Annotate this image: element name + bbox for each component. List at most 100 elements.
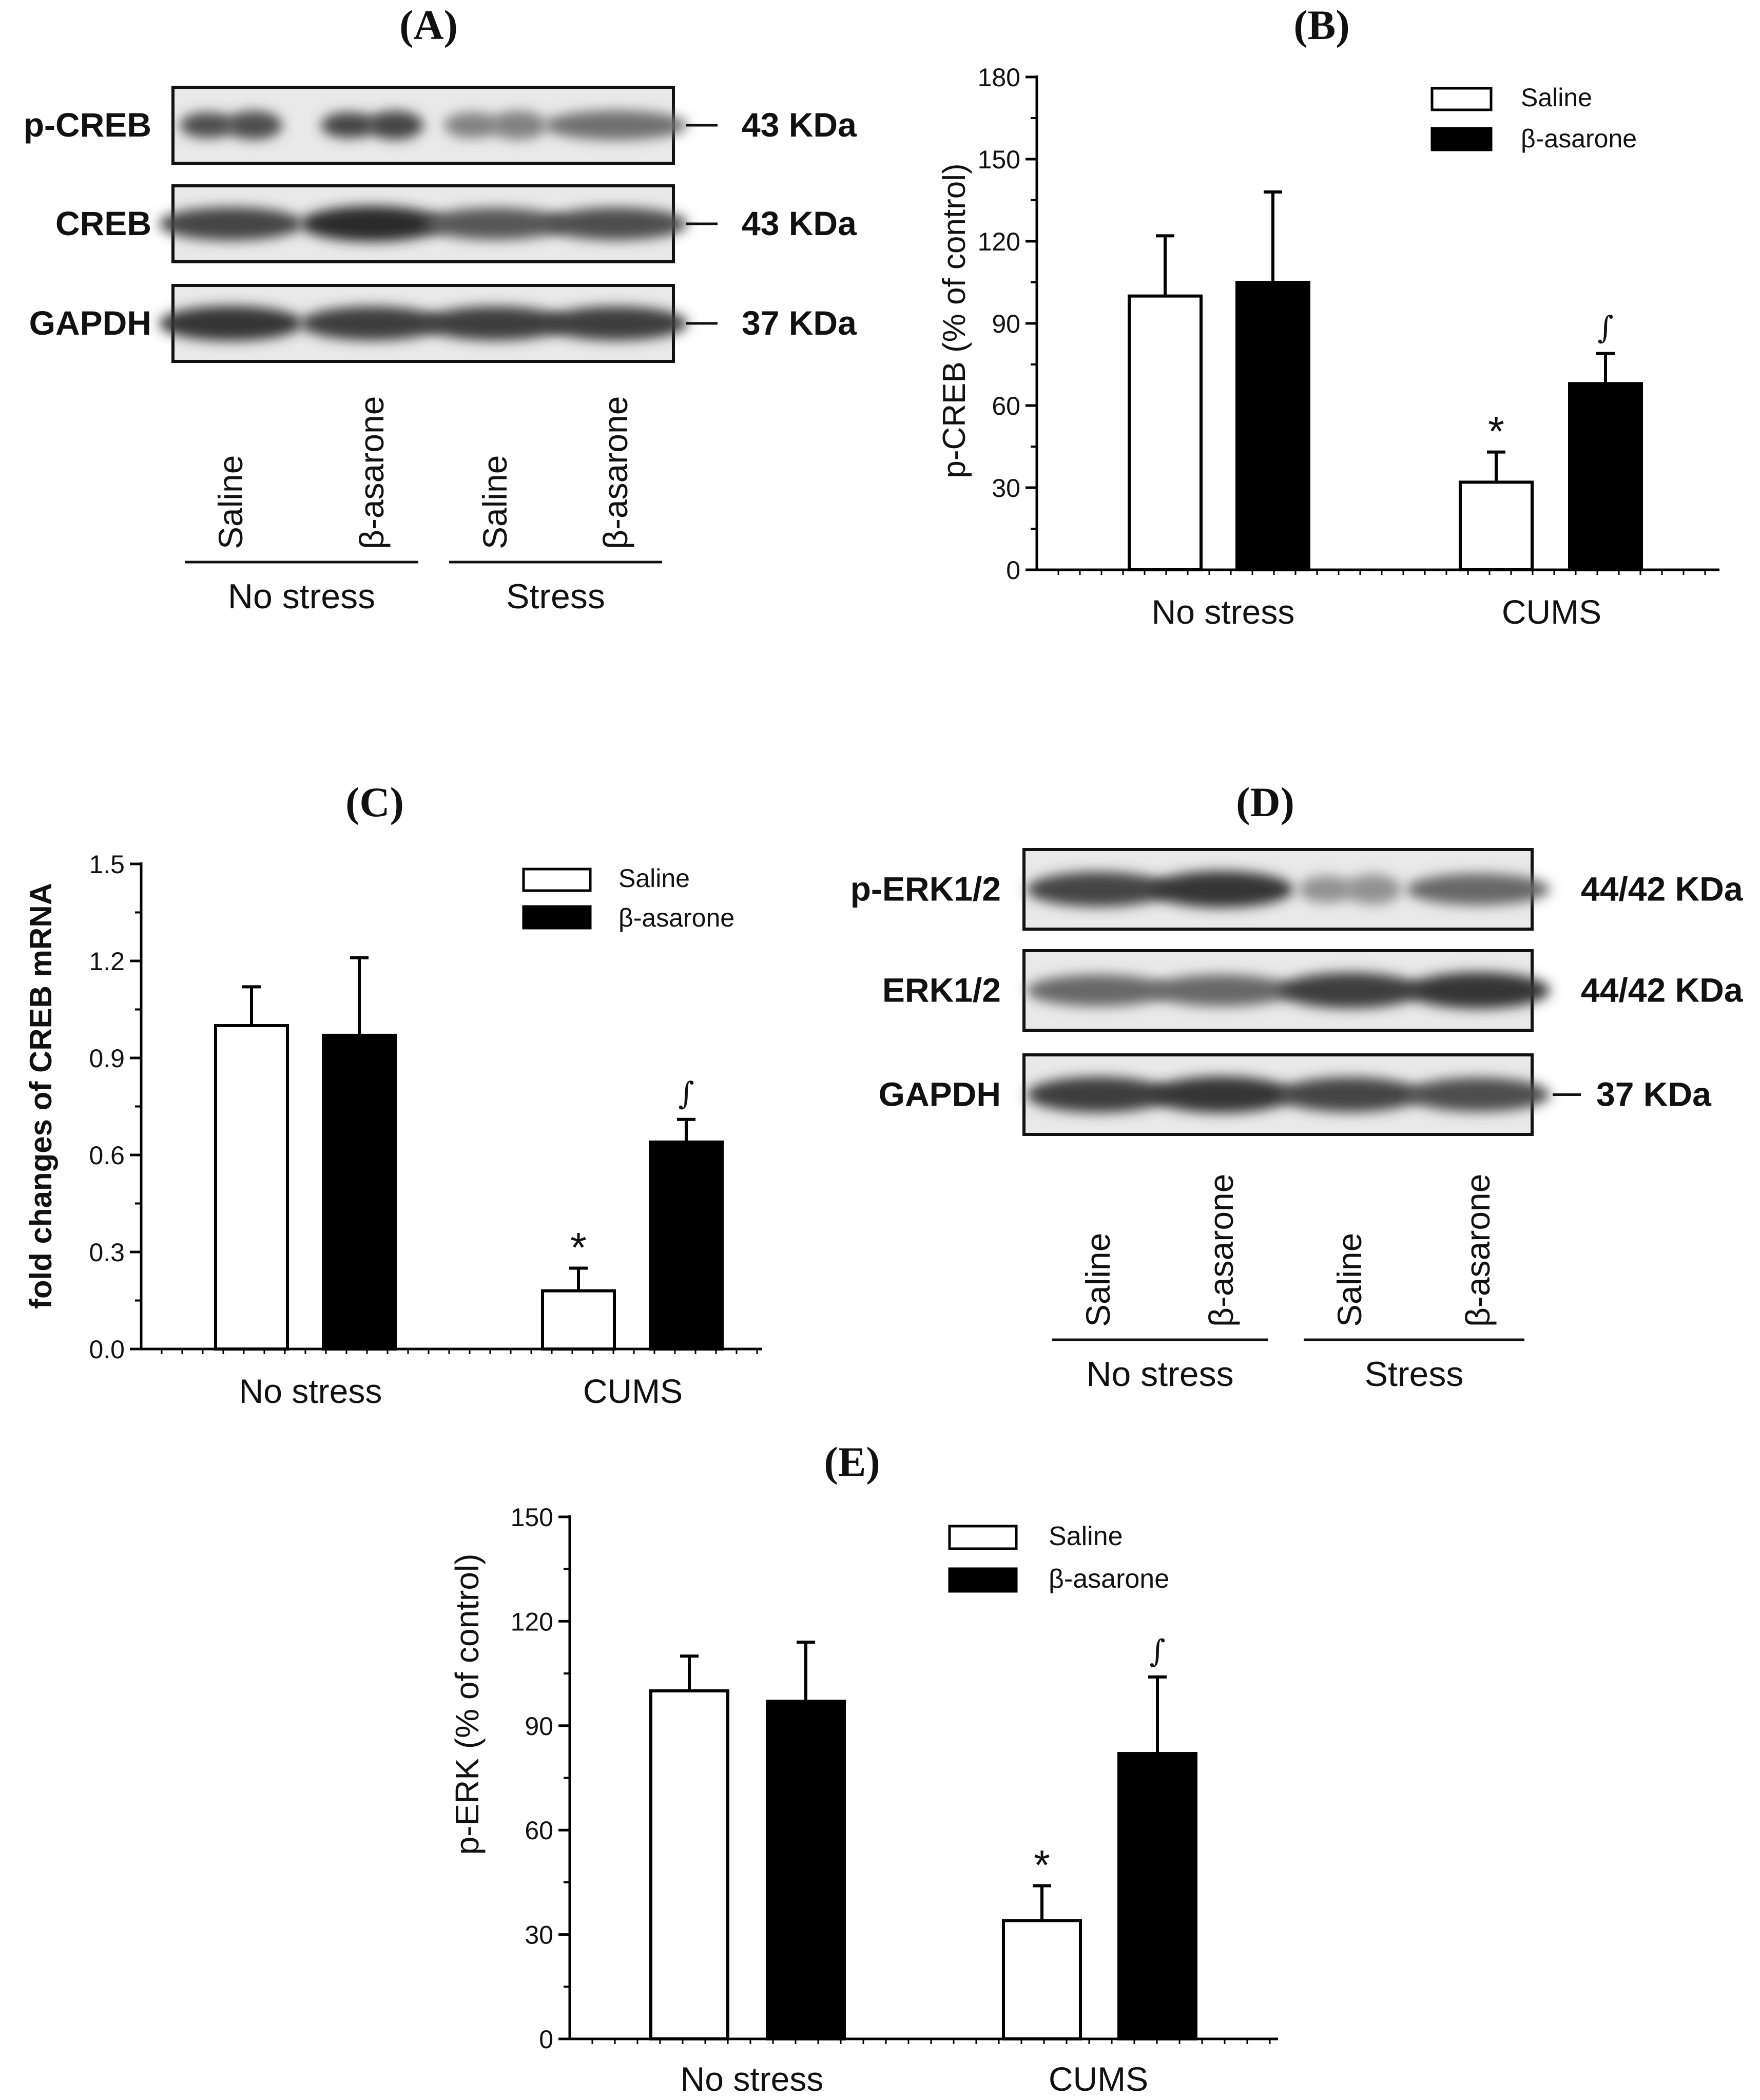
blot-band xyxy=(544,207,688,240)
x-category-label: CUMS xyxy=(1049,2060,1148,2098)
group-label: Stress xyxy=(1365,1355,1464,1394)
x-category-label: No stress xyxy=(1152,593,1295,631)
bar xyxy=(1128,294,1203,571)
bar xyxy=(649,1140,724,1351)
blot-band xyxy=(367,110,423,140)
legend-swatch-saline xyxy=(1430,87,1493,111)
y-tick-label: 0.3 xyxy=(89,1238,125,1267)
y-axis-label: p-ERK (% of control) xyxy=(449,1554,486,1855)
y-axis-label: p-CREB (% of control) xyxy=(937,163,972,478)
significance-mark: * xyxy=(1488,409,1504,455)
legend-swatch-asarone xyxy=(522,905,592,930)
y-tick-label: 0.9 xyxy=(89,1044,125,1073)
bar xyxy=(1117,1752,1197,2041)
y-tick-label: 1.5 xyxy=(89,850,125,879)
blot-band xyxy=(1406,972,1550,1009)
significance-mark: ∫ xyxy=(1149,1633,1165,1669)
lane-label: β-asarone xyxy=(596,396,634,549)
x-category-label: CUMS xyxy=(1502,593,1601,631)
bar xyxy=(766,1700,846,2041)
panel-title-b: (B) xyxy=(1293,2,1349,48)
blot-band xyxy=(444,112,500,139)
blot-band xyxy=(1150,974,1293,1007)
y-tick-label: 0 xyxy=(539,2025,553,2054)
y-tick-label: 90 xyxy=(525,1712,553,1741)
panel-title-c: (C) xyxy=(345,779,404,825)
blot-row-label: GAPDH xyxy=(879,1075,1001,1113)
blot-row-label: ERK1/2 xyxy=(882,971,1001,1009)
blot-row-label: CREB xyxy=(55,204,151,242)
legend-label-asarone: β-asarone xyxy=(618,903,734,932)
bar xyxy=(322,1033,397,1351)
bar xyxy=(1002,1919,1082,2040)
x-category-label: CUMS xyxy=(583,1372,683,1410)
y-tick-label: 1.2 xyxy=(89,947,125,976)
y-tick-label: 120 xyxy=(978,227,1020,256)
blot-band xyxy=(544,306,688,341)
blot-band xyxy=(1406,1077,1550,1112)
y-tick-label: 120 xyxy=(511,1607,553,1636)
y-tick-label: 30 xyxy=(992,474,1020,503)
plot-area: 0 30 60 90 120 150 * ∫ xyxy=(511,1503,1278,2054)
significance-mark: * xyxy=(570,1225,587,1271)
bar xyxy=(1235,281,1310,571)
significance-mark: ∫ xyxy=(678,1076,694,1112)
y-tick-label: 150 xyxy=(978,145,1020,174)
y-tick-label: 60 xyxy=(992,392,1020,420)
western-blot-a: p-CREB 43 KDa CREB 43 KDa GAPDH 37 KDa Saline β… xyxy=(24,86,857,616)
y-tick-label: 0.0 xyxy=(89,1335,125,1364)
blot-band xyxy=(300,306,444,341)
blot-band xyxy=(423,306,567,341)
significance-mark: * xyxy=(1034,1842,1050,1889)
blot-band xyxy=(159,305,303,341)
bar xyxy=(1459,480,1534,571)
blot-band xyxy=(159,207,303,241)
blot-band xyxy=(1278,1077,1422,1112)
plot-area: 0.0 0.3 0.6 0.9 1.2 1.5 * ∫ xyxy=(89,850,762,1364)
legend-label-asarone: β-asarone xyxy=(1049,1564,1169,1594)
plot-area: 0 30 60 90 120 150 180 * ∫ xyxy=(978,63,1719,585)
blot-row-label: p-CREB xyxy=(24,106,151,144)
legend-swatch-asarone xyxy=(948,1567,1018,1593)
y-tick-label: 30 xyxy=(525,1921,553,1950)
blot-row-label: p-ERK1/2 xyxy=(850,870,1001,908)
y-tick-label: 150 xyxy=(511,1503,553,1532)
legend-label-saline: Saline xyxy=(1049,1521,1123,1551)
y-tick-label: 60 xyxy=(525,1816,553,1845)
lane-label: Saline xyxy=(476,455,514,549)
western-blot-d: p-ERK1/2 44/42 KDa ERK1/2 44/42 KDa GAPDH 37 … xyxy=(850,848,1744,1394)
blot-band xyxy=(423,207,567,240)
blot-band xyxy=(1406,873,1550,905)
lane-label: β-asarone xyxy=(1459,1174,1497,1327)
group-label: Stress xyxy=(506,577,605,616)
legend-label-saline: Saline xyxy=(618,864,690,893)
molecular-weight-label: 44/42 KDa xyxy=(1581,870,1744,908)
lane-label: β-asarone xyxy=(353,396,391,549)
x-category-label: No stress xyxy=(239,1372,382,1410)
blot-band xyxy=(1299,876,1355,903)
blot-band xyxy=(1027,1076,1170,1113)
blot-band xyxy=(180,112,236,139)
lane-label: Saline xyxy=(1079,1233,1117,1327)
blot-band xyxy=(226,110,282,140)
lane-label: β-asarone xyxy=(1202,1174,1240,1327)
legend-swatch-asarone xyxy=(1430,127,1493,151)
molecular-weight-label: 37 KDa xyxy=(742,304,857,342)
x-category-label: No stress xyxy=(681,2060,824,2098)
y-tick-label: 90 xyxy=(992,310,1020,338)
y-tick-label: 180 xyxy=(978,63,1020,92)
legend-label-saline: Saline xyxy=(1521,83,1592,112)
bar xyxy=(214,1024,289,1351)
lane-label: Saline xyxy=(211,455,249,549)
blot-band xyxy=(1345,874,1401,904)
blot-band xyxy=(1150,1076,1293,1113)
molecular-weight-label: 43 KDa xyxy=(742,106,857,144)
group-label: No stress xyxy=(228,577,375,616)
blot-row-label: GAPDH xyxy=(29,304,151,342)
blot-band xyxy=(300,206,444,242)
group-label: No stress xyxy=(1086,1355,1233,1394)
bar xyxy=(649,1689,729,2040)
lane-label: Saline xyxy=(1330,1233,1368,1327)
bar-chart-c: 0.0 0.3 0.6 0.9 1.2 1.5 * ∫ fold changes of CRE… xyxy=(24,850,762,1410)
